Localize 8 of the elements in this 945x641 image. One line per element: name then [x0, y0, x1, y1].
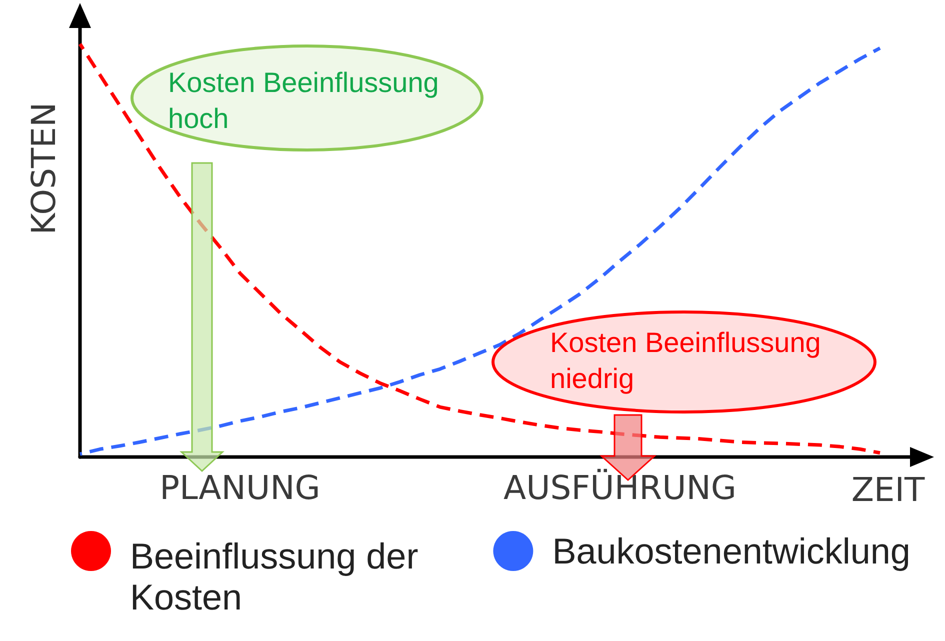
y-axis-title: KOSTEN [24, 102, 63, 235]
legend-label: Beeinflussung der Kosten [130, 536, 418, 618]
annotation: Kosten Beeinflussung hoch [168, 66, 440, 136]
x-tick-label: AUSFÜHRUNG [504, 468, 736, 507]
x-axis-title: ZEIT [851, 470, 926, 509]
x-tick-label: PLANUNG [160, 468, 320, 507]
legend-label: Baukostenentwicklung [552, 530, 910, 572]
annotation: Kosten Beeinflussung niedrig [550, 326, 822, 396]
